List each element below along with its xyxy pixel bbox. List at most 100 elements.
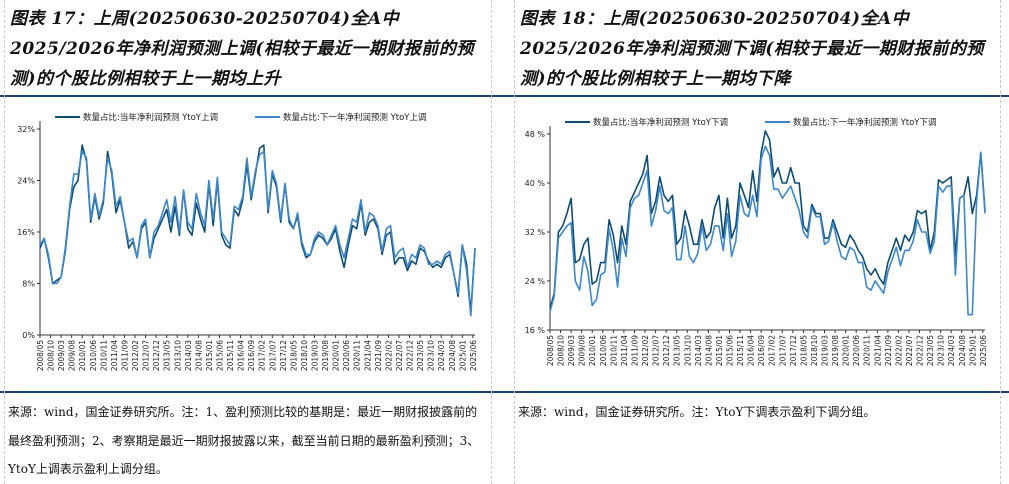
- x-tick-label: 2019/08: [321, 340, 330, 371]
- x-tick-label: 2020/11: [353, 340, 362, 371]
- x-tick-label: 2017/12: [789, 335, 798, 366]
- x-tick-label: 2016/09: [757, 335, 766, 366]
- x-tick-label: 2016/09: [247, 340, 256, 371]
- x-tick-label: 2009/03: [567, 335, 576, 366]
- y-tick-label: 48 %: [525, 130, 546, 139]
- y-tick-label: 24 %: [525, 277, 546, 286]
- x-tick-label: 2023/10: [427, 340, 436, 371]
- x-tick-label: 2018/05: [289, 340, 298, 371]
- x-tick-label: 2014/08: [704, 335, 713, 366]
- x-tick-label: 2009/03: [57, 340, 66, 371]
- x-tick-label: 2025/01: [458, 340, 467, 371]
- x-tick-label: 2012/12: [662, 335, 671, 366]
- x-tick-label: 2022/02: [384, 340, 393, 371]
- x-tick-label: 2010/11: [99, 340, 108, 371]
- series-line-next-year: [39, 150, 476, 317]
- x-tick-label: 2012/02: [641, 335, 650, 366]
- x-tick-label: 2012/12: [152, 340, 161, 371]
- y-tick-label: 32 %: [525, 228, 546, 237]
- x-tick-label: 2019/03: [821, 335, 830, 366]
- x-tick-label: 2015/01: [205, 340, 214, 371]
- y-tick-label: 32%: [17, 125, 35, 134]
- y-tick-label: 24%: [17, 177, 35, 186]
- x-tick-label: 2014/08: [194, 340, 203, 371]
- panel-border: [1000, 0, 1001, 484]
- y-tick-label: 0%: [22, 331, 35, 340]
- x-tick-label: 2020/01: [332, 340, 341, 371]
- x-tick-label: 2018/10: [810, 335, 819, 366]
- series-line-current-year: [549, 130, 986, 309]
- x-tick-label: 2019/03: [311, 340, 320, 371]
- x-tick-label: 2021/04: [363, 340, 372, 371]
- legend-label: 数量占比:下一年净利润预测 YtoY下调: [793, 117, 937, 128]
- x-tick-label: 2024/03: [437, 340, 446, 371]
- y-tick-label: 16 %: [525, 326, 546, 335]
- x-tick-label: 2009/08: [578, 335, 587, 366]
- figure-title: 图表 18：上周(20250630-20250704)全A中2025/2026年…: [520, 9, 984, 89]
- x-tick-label: 2011/04: [620, 335, 629, 366]
- x-tick-label: 2015/01: [715, 335, 724, 366]
- x-tick-label: 2010/01: [78, 340, 87, 371]
- chart-upgrade-ratio: 0% 8% 16% 24% 32% 2008/05 2008/10 2009/03 2009/0…: [17, 112, 478, 371]
- x-tick-label: 2017/07: [268, 340, 277, 371]
- x-tick-label: 2020/11: [863, 335, 872, 366]
- figure-18-panel: 图表 18：上周(20250630-20250704)全A中2025/2026年…: [510, 0, 1009, 484]
- x-tick-label: 2023/05: [416, 340, 425, 371]
- x-tick-label: 2017/02: [768, 335, 777, 366]
- x-tick-label: 2011/04: [110, 340, 119, 371]
- x-tick-label: 2018/05: [799, 335, 808, 366]
- x-tick-label: 2012/02: [131, 340, 140, 371]
- panel-border: [491, 0, 492, 484]
- panel-border: [4, 0, 5, 484]
- x-tick-label: 2017/12: [279, 340, 288, 371]
- x-tick-label: 2013/10: [683, 335, 692, 366]
- series-line-current-year: [39, 144, 476, 314]
- x-tick-label: 2011/09: [120, 340, 129, 371]
- legend-label: 数量占比:当年净利润预测 YtoY上调: [83, 112, 218, 123]
- y-tick-label: 8%: [22, 280, 35, 289]
- x-tick-label: 2017/02: [258, 340, 267, 371]
- x-tick-label: 2024/03: [947, 335, 956, 366]
- x-tick-label: 2015/06: [725, 335, 734, 366]
- x-tick-label: 2014/03: [694, 335, 703, 366]
- x-tick-label: 2015/11: [736, 335, 745, 366]
- x-tick-label: 2024/08: [448, 340, 457, 371]
- x-tick-label: 2020/01: [842, 335, 851, 366]
- x-tick-label: 2021/09: [884, 335, 893, 366]
- y-tick-label: 16%: [17, 228, 35, 237]
- x-tick-label: 2024/08: [958, 335, 967, 366]
- x-tick-label: 2018/10: [300, 340, 309, 371]
- x-tick-label: 2011/09: [630, 335, 639, 366]
- x-tick-label: 2020/06: [852, 335, 861, 366]
- x-tick-label: 2008/05: [36, 340, 45, 371]
- x-tick-label: 2020/06: [342, 340, 351, 371]
- x-tick-label: 2023/05: [926, 335, 935, 366]
- x-tick-label: 2013/05: [673, 335, 682, 366]
- x-tick-label: 2010/06: [599, 335, 608, 366]
- x-tick-label: 2022/07: [395, 340, 404, 371]
- title-divider: [0, 95, 1009, 97]
- x-tick-label: 2022/02: [894, 335, 903, 366]
- x-tick-label: 2022/12: [916, 335, 925, 366]
- figure-title: 图表 17：上周(20250630-20250704)全A中2025/2026年…: [10, 9, 474, 89]
- x-tick-label: 2012/07: [652, 335, 661, 366]
- x-tick-label: 2023/10: [937, 335, 946, 366]
- x-tick-label: 2016/04: [237, 340, 246, 371]
- chart-downgrade-ratio: 16 %24 %32 %40 %48 %2008/05 2008/10 2009/0…: [525, 117, 988, 366]
- source-note: 来源：wind，国金证券研究所。注：YtoY下调表示盈利下调分组。: [518, 405, 876, 419]
- x-tick-label: 2016/04: [747, 335, 756, 366]
- y-tick-label: 40 %: [525, 179, 546, 188]
- panel-border: [514, 0, 515, 484]
- x-tick-label: 2015/11: [226, 340, 235, 371]
- x-tick-label: 2014/03: [184, 340, 193, 371]
- x-tick-label: 2008/05: [546, 335, 555, 366]
- legend-label: 数量占比:当年净利润预测 YtoY下调: [593, 117, 728, 128]
- x-tick-label: 2017/07: [778, 335, 787, 366]
- footer-divider: [0, 391, 1009, 393]
- x-tick-label: 2013/05: [163, 340, 172, 371]
- figure-17-panel: 图表 17：上周(20250630-20250704)全A中2025/2026年…: [4, 0, 492, 484]
- x-tick-label: 2010/01: [588, 335, 597, 366]
- x-tick-label: 2008/10: [47, 340, 56, 371]
- x-tick-label: 2008/10: [557, 335, 566, 366]
- source-note: 来源：wind，国金证券研究所。注：1、盈利预测比较的基期是：最近一期财报披露前…: [8, 405, 480, 476]
